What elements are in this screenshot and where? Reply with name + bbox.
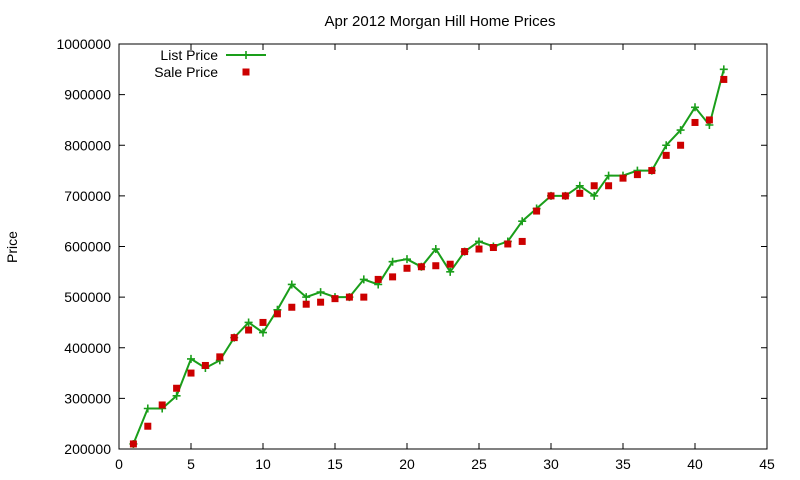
y-tick-label: 800000: [64, 137, 111, 153]
list-price-point: [575, 181, 584, 190]
list-price-point: [259, 328, 267, 337]
sale-price-point: [374, 275, 382, 283]
legend-label-sale-price: Sale Price: [154, 64, 218, 80]
legend-marker-sale-price: [242, 68, 250, 76]
sale-price-point: [403, 264, 411, 272]
sale-price-point: [317, 298, 325, 306]
sale-price-point: [158, 401, 166, 409]
x-tick-label: 30: [543, 456, 559, 472]
sale-price-point: [533, 207, 541, 215]
x-tick-label: 10: [255, 456, 271, 472]
sale-price-point: [561, 192, 569, 200]
y-tick-label: 500000: [64, 289, 111, 305]
sale-price-point: [259, 318, 267, 326]
list-price-point: [719, 65, 728, 74]
sale-price-point: [302, 300, 310, 308]
list-price-point: [475, 237, 483, 246]
sale-price-point: [662, 151, 670, 159]
x-tick-label: 0: [115, 456, 123, 472]
list-price-point: [662, 141, 671, 150]
sale-price-point: [230, 334, 238, 342]
sale-price-point: [576, 189, 584, 197]
list-price-point: [691, 103, 699, 112]
sale-price-point: [331, 295, 339, 303]
sale-price-point: [446, 260, 454, 268]
sale-price-point: [144, 422, 152, 430]
list-price-point: [604, 171, 613, 180]
list-price-point: [287, 280, 296, 289]
sale-price-point: [648, 167, 656, 175]
list-price-point: [388, 257, 397, 266]
list-price-point: [590, 191, 599, 200]
sale-price-point: [705, 116, 713, 124]
sale-price-point: [345, 293, 353, 301]
sale-price-point: [273, 310, 281, 318]
x-tick-label: 20: [399, 456, 415, 472]
y-tick-label: 300000: [64, 390, 111, 406]
sale-price-point: [475, 245, 483, 253]
sale-price-point: [720, 75, 728, 83]
sale-price-point: [201, 361, 209, 369]
list-price-line: [132, 69, 725, 445]
sale-price-point: [633, 171, 641, 179]
sale-price-point: [461, 248, 469, 256]
y-tick-label: 600000: [64, 239, 111, 255]
sale-price-point: [216, 353, 224, 361]
list-price-point: [518, 217, 527, 226]
sale-price-point: [129, 440, 137, 448]
y-tick-label: 900000: [64, 87, 111, 103]
chart-title: Apr 2012 Morgan Hill Home Prices: [325, 13, 556, 30]
list-price-point: [446, 267, 455, 276]
list-price-point: [359, 275, 368, 284]
sale-price-point: [245, 326, 253, 334]
y-tick-label: 200000: [64, 441, 111, 457]
sale-price-point: [288, 303, 296, 311]
plot-frame: [118, 43, 768, 450]
y-tick-label: 700000: [64, 188, 111, 204]
list-price-point: [172, 391, 181, 400]
sale-price-point: [547, 192, 555, 200]
sale-price-point: [417, 263, 425, 271]
x-tick-label: 40: [687, 456, 703, 472]
sale-price-point: [691, 118, 699, 126]
sale-price-point: [590, 182, 598, 190]
sale-price-point: [360, 293, 368, 301]
x-tick-label: 45: [759, 456, 775, 472]
legend-marker-list-price: [242, 51, 250, 59]
sale-price-point: [489, 244, 497, 252]
list-price-point: [187, 354, 195, 363]
sale-price-point: [518, 237, 526, 245]
x-tick-label: 5: [187, 456, 195, 472]
legend-label-list-price: List Price: [160, 47, 218, 63]
list-price-point: [431, 245, 440, 254]
sale-price-point: [187, 369, 195, 377]
list-price-point: [143, 404, 152, 413]
x-tick-label: 35: [615, 456, 631, 472]
sale-price-point: [389, 273, 397, 281]
series-layer: [129, 65, 728, 448]
list-price-point: [676, 126, 685, 135]
list-price-point: [316, 288, 325, 297]
sale-price-point: [677, 141, 685, 149]
sale-price-point: [173, 384, 181, 392]
y-axis-label: Price: [4, 231, 20, 263]
sale-price-point: [432, 262, 440, 270]
sale-price-point: [605, 182, 613, 190]
list-price-point: [244, 318, 253, 327]
list-price-point: [302, 293, 311, 302]
sale-price-point: [619, 174, 627, 182]
x-tick-label: 25: [471, 456, 487, 472]
y-tick-label: 1000000: [56, 36, 111, 52]
sale-price-point: [504, 240, 512, 248]
y-tick-label: 400000: [64, 340, 111, 356]
x-tick-label: 15: [327, 456, 343, 472]
list-price-point: [403, 255, 411, 264]
axis-ticks: 0 5 10 15 20 25 30 35 40 45 200000 300000 400000 5000…: [56, 36, 775, 472]
